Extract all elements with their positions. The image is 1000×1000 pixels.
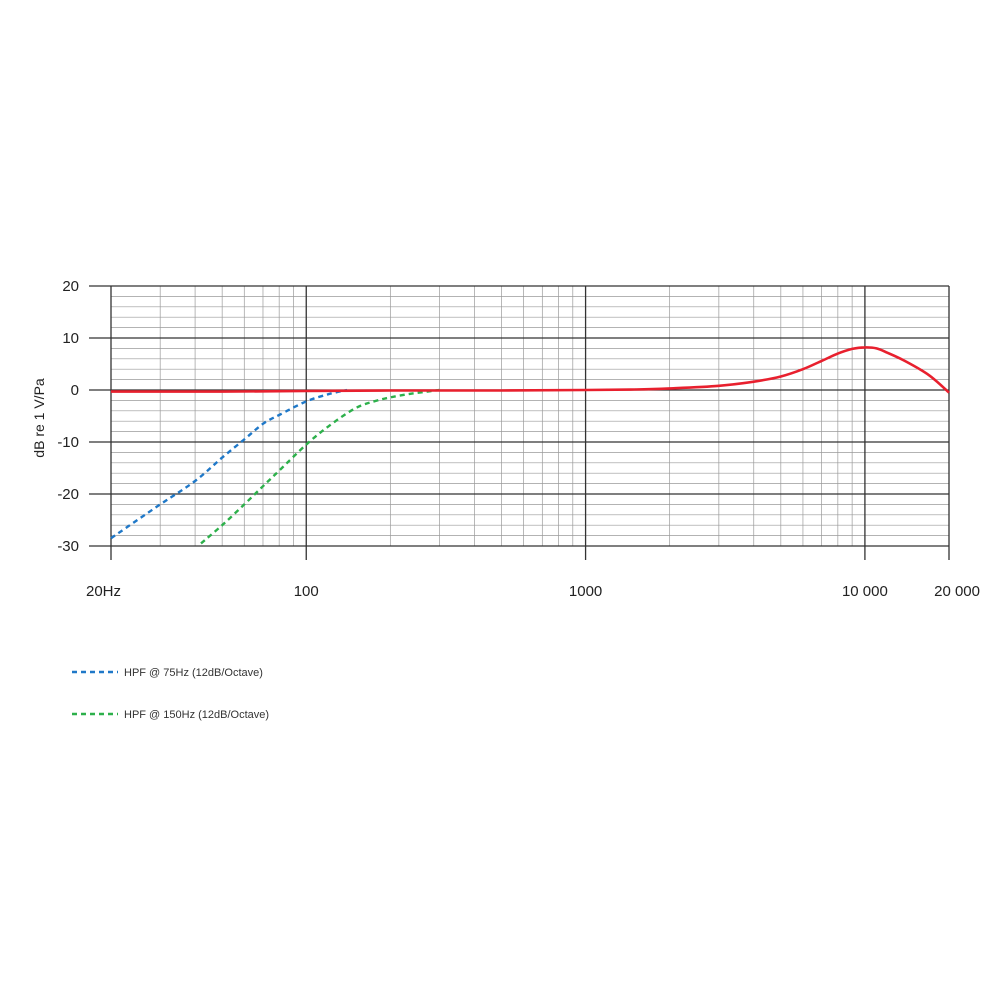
y-axis-label: dB re 1 V/Pa xyxy=(31,378,47,458)
x-tick-label: 20Hz xyxy=(86,583,121,600)
legend: HPF @ 75Hz (12dB/Octave) HPF @ 150Hz (12d… xyxy=(72,667,269,721)
data-series xyxy=(110,346,950,545)
x-tick-label: 1000 xyxy=(569,583,602,600)
grid xyxy=(89,285,950,560)
hpf-response-line xyxy=(110,388,348,540)
y-tick-label: -30 xyxy=(57,538,79,555)
y-tick-label: 20 xyxy=(62,278,79,295)
x-tick-label: 20 000 xyxy=(934,583,980,600)
frequency-response-line xyxy=(111,346,950,394)
y-tick-label: 0 xyxy=(71,382,79,399)
y-tick-label: 10 xyxy=(62,330,79,347)
y-tick-label: -20 xyxy=(57,486,79,503)
x-tick-label: 100 xyxy=(294,583,319,600)
hpf-response-line xyxy=(200,388,440,545)
legend-label: HPF @ 75Hz (12dB/Octave) xyxy=(124,667,263,679)
y-tick-label: -10 xyxy=(57,434,79,451)
legend-label: HPF @ 150Hz (12dB/Octave) xyxy=(124,709,269,721)
x-tick-label: 10 000 xyxy=(842,583,888,600)
